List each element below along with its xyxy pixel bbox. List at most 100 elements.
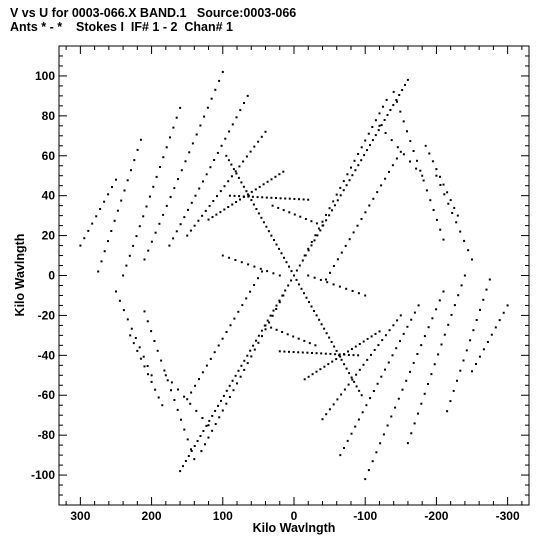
- data-point: [116, 209, 119, 212]
- data-point: [281, 331, 284, 333]
- data-point: [269, 314, 272, 317]
- data-point: [133, 159, 136, 162]
- data-point: [225, 389, 228, 392]
- data-point: [260, 216, 263, 219]
- data-point: [303, 339, 306, 342]
- data-point: [446, 191, 449, 194]
- data-point: [433, 363, 436, 366]
- data-point: [217, 344, 220, 347]
- data-point: [238, 195, 241, 198]
- data-point: [221, 70, 224, 73]
- data-point: [196, 440, 199, 442]
- data-point: [335, 193, 338, 196]
- data-point: [310, 305, 313, 308]
- data-point: [398, 94, 401, 96]
- data-point: [160, 359, 163, 362]
- data-point: [183, 216, 186, 219]
- data-point: [224, 137, 227, 140]
- data-point: [453, 304, 456, 307]
- data-point: [443, 333, 446, 336]
- data-point: [238, 165, 241, 168]
- data-point: [456, 214, 459, 217]
- data-point: [138, 225, 141, 228]
- data-point: [221, 337, 224, 340]
- data-point: [161, 404, 164, 407]
- data-point: [219, 190, 222, 193]
- data-point: [272, 272, 275, 275]
- data-point: [381, 339, 384, 342]
- chart-title: V vs U for 0003-066.X BAND.1 Source:0003…: [10, 6, 297, 20]
- data-point: [450, 313, 453, 316]
- data-point: [406, 325, 409, 328]
- data-point: [211, 414, 214, 417]
- data-point: [380, 375, 383, 378]
- data-point: [321, 418, 324, 421]
- data-point: [298, 264, 301, 267]
- data-point: [207, 436, 210, 439]
- data-point: [113, 219, 116, 222]
- data-point: [363, 154, 366, 157]
- data-point: [292, 335, 295, 338]
- data-point: [350, 348, 353, 350]
- data-point: [399, 110, 402, 113]
- data-point: [130, 327, 133, 330]
- data-point: [364, 478, 367, 481]
- data-point: [290, 270, 293, 273]
- data-point: [172, 237, 175, 240]
- data-point: [371, 460, 374, 463]
- data-point: [395, 157, 398, 160]
- data-point: [345, 184, 348, 187]
- data-point: [354, 425, 357, 428]
- data-point: [447, 323, 450, 326]
- data-point: [107, 193, 110, 196]
- data-point: [392, 104, 395, 106]
- data-point: [385, 98, 388, 101]
- data-point: [143, 365, 146, 368]
- data-point: [275, 304, 278, 307]
- data-point: [320, 323, 323, 326]
- data-point: [402, 120, 405, 123]
- data-point: [419, 169, 422, 172]
- data-point: [258, 185, 261, 188]
- data-point: [282, 170, 285, 173]
- data-point: [79, 244, 82, 247]
- data-point: [193, 445, 196, 447]
- data-point: [235, 116, 238, 119]
- data-point: [321, 220, 324, 223]
- data-point: [462, 359, 465, 362]
- data-point: [249, 290, 252, 293]
- data-point: [195, 133, 198, 136]
- data-point: [231, 203, 234, 206]
- data-point: [169, 136, 171, 139]
- data-point: [392, 90, 395, 93]
- data-point: [200, 450, 203, 453]
- data-point: [165, 146, 168, 149]
- data-point: [235, 172, 238, 175]
- data-point: [413, 422, 416, 425]
- data-point: [387, 361, 390, 364]
- data-point: [469, 339, 472, 342]
- data-point: [352, 231, 355, 234]
- data-point: [295, 278, 298, 281]
- data-point: [103, 250, 106, 253]
- x-tick-label: 100: [213, 509, 233, 523]
- data-point: [332, 403, 335, 406]
- data-point: [152, 185, 155, 188]
- data-point: [313, 310, 315, 312]
- data-point: [315, 222, 318, 225]
- data-point: [409, 370, 411, 373]
- data-point: [328, 214, 331, 217]
- data-point: [217, 404, 219, 407]
- data-point: [376, 382, 379, 385]
- data-point: [214, 409, 217, 412]
- data-point: [166, 379, 169, 382]
- data-point: [120, 199, 123, 202]
- data-point: [245, 297, 248, 300]
- data-point: [388, 170, 390, 173]
- data-point: [157, 396, 160, 399]
- data-point: [239, 198, 241, 201]
- data-point: [475, 319, 478, 321]
- data-point: [267, 230, 270, 233]
- data-point: [421, 174, 424, 177]
- data-point: [293, 274, 295, 277]
